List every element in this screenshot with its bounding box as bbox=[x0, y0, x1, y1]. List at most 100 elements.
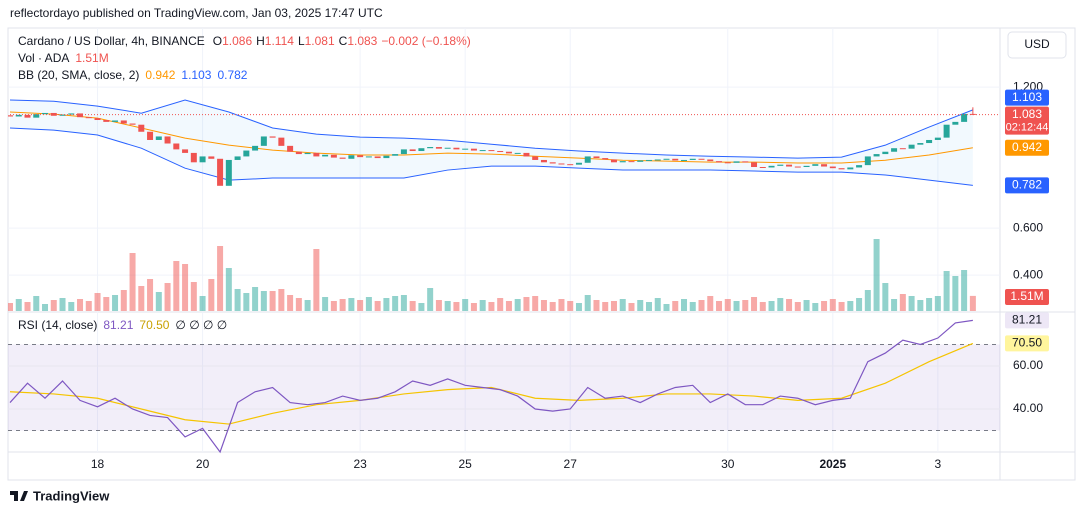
y-tick-label: 0.400 bbox=[1013, 267, 1043, 281]
currency-button[interactable] bbox=[1007, 31, 1067, 59]
candle bbox=[681, 159, 688, 161]
volume-bar bbox=[654, 298, 661, 311]
candle bbox=[619, 161, 626, 163]
candle bbox=[969, 113, 976, 115]
candle bbox=[217, 158, 224, 186]
volume-bar bbox=[952, 276, 959, 311]
candle bbox=[15, 114, 22, 117]
volume-bar bbox=[698, 300, 705, 311]
x-tick-label: 30 bbox=[721, 457, 735, 471]
x-tick-label: 20 bbox=[196, 457, 210, 471]
candle bbox=[138, 124, 145, 132]
last-price-badge: 1.083 bbox=[1012, 107, 1042, 121]
volume-bar bbox=[873, 239, 880, 311]
legend-rsi-extra: ∅ ∅ ∅ ∅ bbox=[175, 318, 227, 332]
candle bbox=[365, 156, 372, 158]
candle bbox=[532, 156, 539, 160]
volume-bar bbox=[926, 298, 933, 311]
legend-volume-name: Vol · ADA bbox=[18, 51, 69, 65]
volume-bar bbox=[287, 295, 294, 311]
volume-bar bbox=[812, 303, 819, 311]
bb-line bbox=[9, 127, 973, 186]
volume-bar bbox=[584, 295, 591, 311]
x-tick-label: 25 bbox=[458, 457, 472, 471]
candle bbox=[155, 136, 162, 140]
candle bbox=[199, 156, 206, 163]
legend-bb: BB (20, SMA, close, 2) 0.942 1.103 0.782 bbox=[18, 68, 248, 82]
legend-volume: Vol · ADA 1.51M bbox=[18, 51, 109, 65]
candle bbox=[733, 161, 740, 163]
currency[interactable]: USD bbox=[1024, 37, 1050, 51]
volume-bar bbox=[891, 299, 898, 311]
volume-bar bbox=[619, 299, 626, 311]
legend-rsi-name: RSI (14, close) bbox=[18, 318, 97, 332]
candle bbox=[50, 112, 57, 116]
rsi-ma-badge: 70.50 bbox=[1012, 336, 1042, 350]
volume-bar bbox=[8, 303, 13, 311]
candle bbox=[698, 158, 705, 160]
candle bbox=[873, 154, 880, 157]
candle bbox=[392, 154, 399, 156]
candle bbox=[812, 164, 819, 166]
candle bbox=[164, 136, 171, 144]
candle bbox=[567, 164, 574, 166]
volume-bar bbox=[505, 301, 512, 311]
volume-bar bbox=[190, 282, 197, 311]
volume-bar bbox=[199, 296, 206, 311]
candle bbox=[628, 161, 635, 163]
candle bbox=[523, 152, 530, 157]
candle bbox=[85, 117, 92, 119]
rsi-band-fill bbox=[8, 344, 1000, 431]
volume-bar bbox=[672, 301, 679, 311]
volume-bar bbox=[243, 293, 250, 311]
legend-ohlc-letter: C bbox=[339, 34, 348, 48]
candle bbox=[147, 131, 154, 140]
candle bbox=[357, 155, 364, 158]
volume-bar bbox=[182, 264, 189, 311]
volume-bar bbox=[943, 271, 950, 311]
legend-bb-value: 0.942 bbox=[145, 68, 175, 82]
candle bbox=[348, 155, 355, 159]
candle bbox=[418, 148, 425, 152]
candle bbox=[94, 118, 101, 121]
candle bbox=[724, 162, 731, 164]
volume-bar bbox=[917, 300, 924, 311]
candle bbox=[899, 148, 906, 150]
legend-volume-value: 1.51M bbox=[75, 51, 108, 65]
volume-bar bbox=[304, 300, 311, 311]
volume-bar bbox=[15, 299, 22, 311]
volume-bar bbox=[689, 302, 696, 311]
candle bbox=[243, 150, 250, 157]
volume-bar bbox=[225, 268, 232, 311]
x-tick-label: 3 bbox=[935, 457, 942, 471]
volume-bar bbox=[663, 304, 670, 311]
volume-badge-bg bbox=[1005, 289, 1049, 305]
volume-bar bbox=[427, 288, 434, 311]
volume-bar bbox=[260, 291, 267, 311]
volume-bar bbox=[847, 301, 854, 311]
candle bbox=[961, 113, 968, 122]
candle bbox=[505, 151, 512, 154]
legend-ohlc-letter: O bbox=[213, 34, 222, 48]
y-tick-label: 40.00 bbox=[1013, 401, 1043, 415]
candle bbox=[645, 159, 652, 161]
candle bbox=[768, 165, 775, 168]
bb-line bbox=[9, 99, 974, 159]
candle bbox=[882, 151, 889, 155]
volume-bar bbox=[435, 300, 442, 311]
legend-title: Cardano / US Dollar, 4h, BINANCE O1.086 H1… bbox=[18, 34, 471, 48]
volume-bar bbox=[348, 298, 355, 311]
frame bbox=[7, 27, 1076, 481]
volume-bar bbox=[742, 300, 749, 311]
candle bbox=[120, 120, 127, 124]
publisher: reflectordayo published on TradingView.c… bbox=[10, 6, 383, 20]
candle bbox=[304, 152, 311, 155]
volume-bar bbox=[112, 295, 119, 311]
candle bbox=[558, 163, 565, 165]
candle bbox=[794, 166, 801, 168]
volume-bar bbox=[575, 303, 582, 311]
volume-bar bbox=[400, 295, 407, 311]
volume-bar bbox=[295, 298, 302, 311]
volume-bar bbox=[269, 291, 276, 311]
volume-bar bbox=[540, 300, 547, 311]
